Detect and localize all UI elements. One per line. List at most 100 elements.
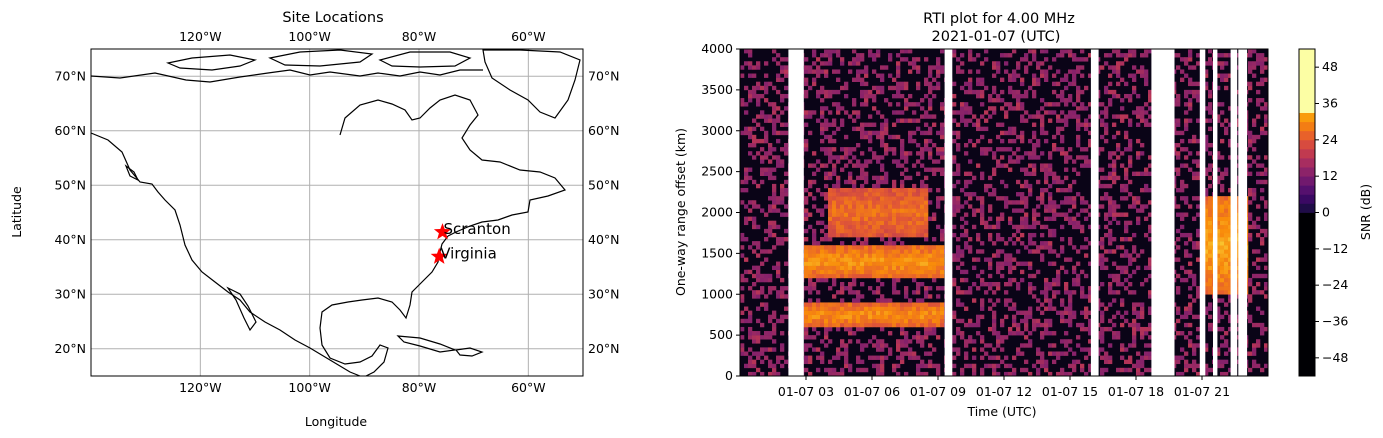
rti-cell	[860, 77, 865, 82]
rti-cell	[976, 138, 981, 144]
rti-cell	[780, 192, 785, 197]
rti-cell	[1100, 65, 1105, 70]
rti-cell	[748, 331, 753, 336]
rti-cell	[884, 196, 889, 201]
rti-cell	[964, 183, 969, 189]
rti-cell	[852, 281, 857, 287]
rti-cell	[976, 314, 981, 320]
rti-cell	[1216, 347, 1221, 352]
rti-cell	[748, 359, 753, 365]
rti-cell	[924, 335, 929, 340]
rti-cell	[760, 110, 765, 115]
rti-cell	[1228, 290, 1233, 295]
rti-cell	[876, 339, 881, 344]
rti-cell	[744, 237, 749, 242]
rti-cell	[776, 237, 781, 242]
rti-cell	[996, 220, 1001, 226]
rti-cell	[856, 204, 861, 209]
coastline-arctic-island-1	[165, 54, 258, 71]
rti-cell	[744, 175, 749, 181]
rti-cell	[1044, 363, 1049, 369]
rti-cell	[1048, 151, 1053, 156]
rti-cell	[848, 159, 853, 164]
rti-cell	[1196, 196, 1201, 201]
rti-cell	[1216, 228, 1221, 234]
rti-cell	[1064, 281, 1069, 287]
colorbar-segment	[1299, 185, 1315, 195]
rti-cell	[932, 318, 937, 324]
rti-cell	[1128, 73, 1133, 78]
rti-cell	[916, 187, 921, 193]
rti-cell	[840, 269, 845, 275]
rti-cell	[976, 81, 981, 87]
rti-cell	[992, 65, 997, 70]
rti-cell	[916, 85, 921, 91]
rti-cell	[808, 322, 813, 328]
rti-cell	[1216, 175, 1221, 181]
rti-cell	[752, 331, 757, 336]
rti-cell	[1036, 306, 1041, 311]
rti-cell	[1052, 147, 1057, 152]
rti-cell	[1140, 73, 1145, 78]
rti-cell	[1260, 273, 1265, 279]
rti-cell	[1072, 53, 1077, 58]
rti-cell	[928, 322, 933, 328]
rti-cell	[1048, 163, 1053, 168]
rti-cell	[1224, 224, 1229, 230]
rti-cell	[832, 318, 837, 324]
rti-cell	[884, 118, 889, 123]
rti-cell	[912, 228, 917, 234]
rti-cell	[980, 269, 985, 275]
rti-cell	[1024, 318, 1029, 324]
rti-cell	[860, 167, 865, 172]
rti-cell	[984, 49, 989, 54]
rti-cell	[916, 302, 921, 307]
rti-cell	[824, 192, 829, 197]
rti-cell	[884, 187, 889, 193]
rti-cell	[980, 93, 985, 99]
rti-cell	[872, 310, 877, 315]
rti-cell	[1080, 245, 1085, 250]
rti-cell	[1184, 93, 1189, 99]
rti-cell	[780, 130, 785, 136]
rti-cell	[924, 363, 929, 369]
rti-cell	[1044, 208, 1049, 213]
rti-cell	[1108, 212, 1113, 217]
rti-cell	[812, 163, 817, 168]
rti-cell	[928, 359, 933, 365]
rti-cell	[748, 245, 753, 250]
rti-cell	[848, 257, 853, 262]
rti-cell	[920, 310, 925, 315]
rti-cell	[904, 249, 909, 254]
rti-cell	[884, 143, 889, 148]
rti-cell	[1040, 151, 1045, 156]
rti-cell	[972, 57, 977, 62]
rti-cell	[752, 273, 757, 279]
rti-cell	[1136, 138, 1141, 144]
rti-cell	[1108, 175, 1113, 181]
rti-cell	[820, 53, 825, 58]
rti-cell	[908, 310, 913, 315]
rti-cell	[1132, 196, 1137, 201]
rti-cell	[768, 232, 773, 238]
rti-cell	[1256, 216, 1261, 221]
rti-cell	[936, 286, 941, 291]
rti-cell	[852, 249, 857, 254]
rti-cell	[828, 122, 833, 127]
rti-cell	[780, 294, 785, 299]
rti-cell	[1248, 216, 1253, 221]
rti-cell	[1136, 122, 1141, 127]
rti-cell	[744, 85, 749, 91]
rti-cell	[872, 306, 877, 311]
rti-cell	[816, 277, 821, 283]
rti-cell	[1136, 216, 1141, 221]
rti-cell	[904, 371, 909, 376]
rti-cell	[1228, 73, 1233, 78]
rti-cell	[868, 93, 873, 99]
rti-cell	[1140, 187, 1145, 193]
rti-cell	[832, 49, 837, 54]
rti-cell	[1020, 220, 1025, 226]
rti-cell	[860, 204, 865, 209]
rti-cell	[804, 216, 809, 221]
rti-cell	[1144, 331, 1149, 336]
